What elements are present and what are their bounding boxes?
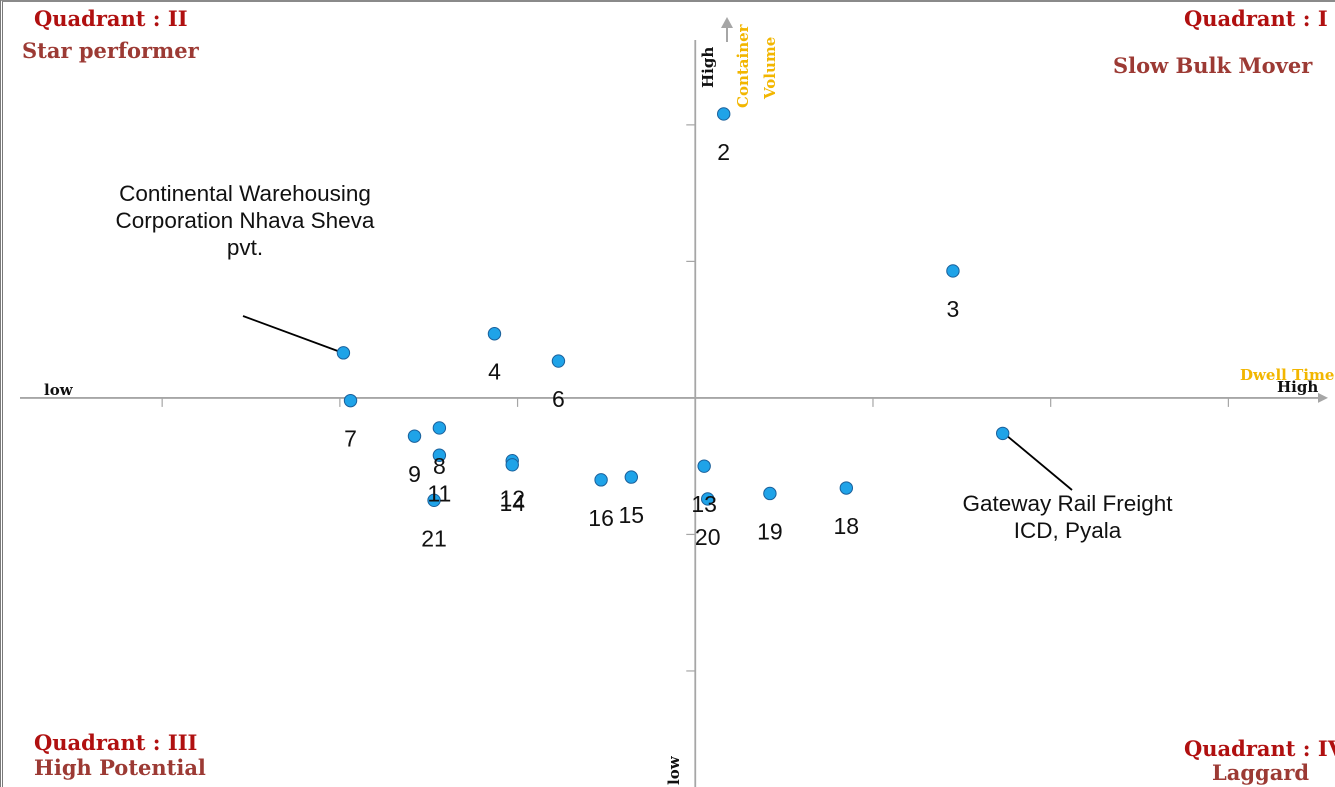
quadrant-4-title: Quadrant : IV [1184,736,1335,761]
data-point [427,493,441,508]
quadrant-2-title: Quadrant : II [34,6,188,31]
data-point [407,429,422,443]
y-axis-arrow [721,17,733,28]
quadrant-1-title: Quadrant : I [1184,6,1328,31]
data-point [505,458,519,472]
y-axis-title-line1: Container [734,24,752,108]
quadrant-3-title: Quadrant : III [34,730,198,755]
data-point [594,473,608,487]
data-point [946,264,960,278]
point-label: 4 [488,359,501,385]
x-axis-title: Dwell Time [1240,366,1335,384]
quadrant-4-subtitle: Laggard [1212,760,1310,785]
point-label: 13 [691,491,717,517]
data-point [701,492,715,506]
data-point [839,481,854,495]
point-label: 21 [421,525,447,551]
point-label: 16 [588,505,614,531]
point-label: 2 [717,139,730,165]
leader-line-continental [242,315,338,352]
point-label: 14 [499,490,525,516]
annotation-gateway-rail: Gateway Rail Freight ICD, Pyala [962,491,1173,543]
data-point [697,459,711,473]
point-label: 12 [499,486,525,512]
data-point [551,354,566,368]
point-label: 18 [834,513,860,539]
quadrant-3-subtitle: High Potential [34,755,206,780]
data-point [336,346,351,360]
annotation-leaders [242,315,1073,491]
data-point [717,107,731,121]
point-label: 3 [947,296,960,322]
data-point [995,426,1010,441]
leader-line-gateway [1007,435,1073,491]
point-label: 20 [695,524,721,550]
data-point [432,421,447,435]
data-point [624,470,638,484]
data-point [343,393,358,408]
quadrant-2-subtitle: Star performer [22,38,199,63]
point-label: 8 [433,453,446,479]
axes [20,17,1328,787]
x-axis-low-label: low [44,381,73,399]
data-point [487,327,502,341]
data-point [763,486,777,501]
x-axis-high-label: High [1277,378,1319,396]
y-axis-title-line2: Volume [761,36,779,99]
point-label: 11 [427,480,451,506]
point-label: 9 [408,461,421,487]
point-label: 6 [552,386,565,412]
point-label: 19 [757,518,783,544]
y-axis-low-label: low [665,756,683,785]
x-axis-arrow [1318,392,1328,403]
point-label: 15 [619,502,645,528]
data-point [432,448,447,462]
quadrant-1-subtitle: Slow Bulk Mover [1113,53,1313,78]
data-points [336,107,1010,508]
annotation-continental-warehousing: Continental Warehousing Corporation Nhav… [115,181,375,260]
point-label: 7 [344,426,357,452]
y-axis-high-label: High [699,46,717,88]
